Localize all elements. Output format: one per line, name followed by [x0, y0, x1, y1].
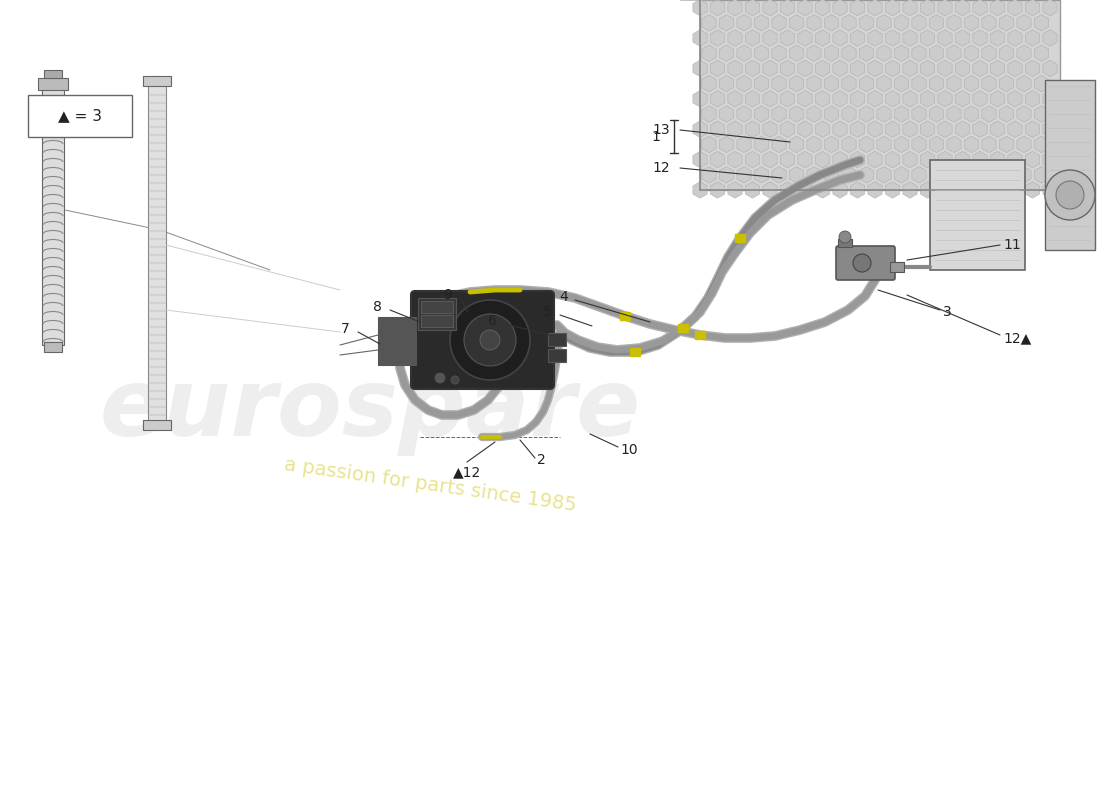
Bar: [695, 331, 705, 339]
Circle shape: [480, 330, 501, 350]
Bar: [1045, 80, 1094, 250]
Bar: [148, 85, 166, 425]
Bar: [838, 239, 853, 247]
Bar: [700, 0, 1060, 190]
Bar: [421, 301, 453, 313]
Bar: [418, 298, 456, 330]
Circle shape: [464, 314, 516, 366]
Bar: [44, 342, 62, 352]
Bar: [143, 420, 170, 430]
FancyBboxPatch shape: [28, 95, 132, 137]
Bar: [735, 234, 745, 242]
Text: 11: 11: [1003, 238, 1021, 252]
Bar: [378, 317, 416, 365]
FancyBboxPatch shape: [411, 291, 554, 389]
Text: ▲12: ▲12: [453, 465, 481, 479]
Bar: [678, 324, 688, 332]
Text: 5: 5: [543, 305, 552, 319]
Text: 3: 3: [943, 305, 951, 319]
Circle shape: [434, 373, 446, 383]
Bar: [890, 262, 904, 272]
Text: 9: 9: [443, 288, 452, 302]
Bar: [548, 349, 566, 362]
Circle shape: [852, 254, 871, 272]
Text: 12▲: 12▲: [1003, 331, 1032, 345]
Text: 2: 2: [537, 453, 546, 467]
Bar: [44, 70, 62, 78]
Text: 12: 12: [652, 161, 670, 175]
Bar: [143, 76, 170, 86]
Text: 6: 6: [488, 314, 497, 328]
Bar: [630, 348, 640, 356]
Text: 10: 10: [620, 443, 638, 457]
Bar: [39, 78, 68, 90]
Bar: [620, 312, 630, 320]
Circle shape: [1056, 181, 1084, 209]
Text: ▲ = 3: ▲ = 3: [58, 109, 102, 123]
Bar: [930, 160, 1025, 270]
Text: 7: 7: [341, 322, 350, 336]
Text: 4: 4: [559, 290, 568, 304]
Bar: [42, 85, 64, 345]
Text: 13: 13: [652, 123, 670, 137]
Circle shape: [451, 376, 459, 384]
Text: 1: 1: [651, 130, 660, 144]
Bar: [421, 315, 453, 327]
FancyBboxPatch shape: [836, 246, 895, 280]
Circle shape: [450, 300, 530, 380]
Text: 8: 8: [373, 300, 382, 314]
Circle shape: [839, 231, 851, 243]
Circle shape: [1045, 170, 1094, 220]
Text: eurospare: eurospare: [99, 364, 640, 456]
Bar: [548, 333, 566, 346]
Text: a passion for parts since 1985: a passion for parts since 1985: [283, 455, 578, 515]
